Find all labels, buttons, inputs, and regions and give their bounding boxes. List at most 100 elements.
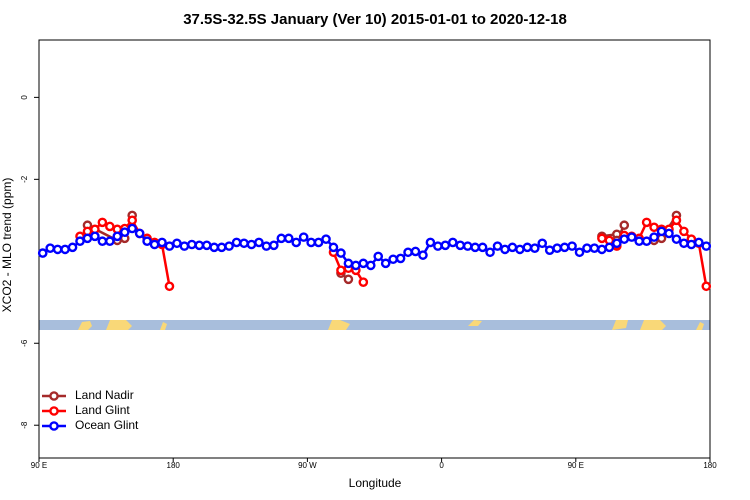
data-point	[358, 258, 369, 269]
data-point	[447, 237, 458, 248]
chart-title: 37.5S-32.5S January (Ver 10) 2015-01-01 …	[183, 11, 567, 28]
legend-label: Land Nadir	[75, 388, 134, 402]
data-point	[164, 281, 175, 292]
data-point	[701, 241, 712, 251]
data-point	[134, 228, 145, 239]
data-point	[164, 241, 175, 251]
data-point	[679, 226, 689, 237]
data-point	[500, 244, 510, 255]
data-point	[664, 228, 674, 239]
data-point	[671, 215, 682, 226]
data-point	[649, 222, 659, 233]
data-point	[142, 236, 152, 247]
x-tick-label: 180	[703, 461, 717, 470]
data-point	[597, 233, 607, 244]
data-point	[433, 241, 443, 251]
y-tick-label: -6	[20, 339, 29, 347]
data-point	[507, 242, 518, 253]
data-point	[283, 233, 294, 244]
legend-label: Land Glint	[75, 403, 130, 417]
data-point	[470, 242, 480, 253]
data-point	[619, 234, 630, 244]
data-point	[634, 236, 644, 247]
data-point	[336, 265, 346, 276]
data-point	[149, 239, 160, 250]
data-point	[179, 241, 190, 251]
data-point	[701, 281, 712, 292]
map-strip	[39, 320, 710, 330]
legend-marker	[49, 406, 59, 416]
data-point	[52, 244, 63, 255]
data-point	[291, 237, 302, 248]
data-point	[313, 237, 324, 248]
x-tick-label: 90 W	[298, 461, 317, 470]
data-point	[694, 237, 704, 248]
x-tick-label: 0	[439, 461, 444, 470]
data-point	[351, 260, 361, 271]
data-point	[172, 238, 182, 249]
data-point	[537, 238, 548, 249]
data-point	[127, 215, 137, 226]
x-tick-label: 90 E	[31, 461, 47, 470]
data-point	[298, 232, 309, 242]
data-point	[626, 232, 637, 242]
data-point	[418, 250, 428, 260]
data-point	[574, 247, 585, 258]
data-point	[425, 237, 436, 248]
data-point	[552, 243, 562, 253]
data-point	[239, 238, 249, 249]
legend-marker	[49, 421, 59, 431]
data-point	[209, 242, 220, 253]
y-tick-label: -2	[20, 175, 29, 183]
data-point	[224, 241, 234, 251]
data-point	[45, 243, 55, 253]
data-point	[544, 245, 555, 256]
data-point	[328, 242, 339, 253]
data-point	[671, 234, 682, 244]
data-point	[105, 221, 115, 232]
data-point	[373, 251, 384, 262]
data-point	[343, 274, 354, 285]
y-tick-label: -8	[20, 421, 29, 429]
x-axis-label: Longitude	[349, 476, 402, 490]
data-point	[455, 240, 466, 251]
data-point	[380, 258, 391, 269]
data-point	[567, 241, 577, 251]
data-point	[254, 237, 264, 248]
data-point	[641, 217, 652, 228]
data-point	[336, 248, 346, 258]
data-point	[529, 243, 540, 253]
data-point	[261, 241, 272, 251]
data-point	[119, 227, 130, 237]
data-point	[559, 242, 570, 253]
data-point	[105, 236, 115, 247]
x-tick-label: 180	[167, 461, 181, 470]
data-point	[612, 238, 622, 249]
y-tick-label: 0	[20, 95, 29, 100]
data-point	[410, 246, 421, 257]
data-point	[157, 237, 167, 248]
data-point	[641, 236, 652, 247]
data-point	[112, 231, 123, 242]
data-point	[522, 242, 533, 253]
data-point	[187, 239, 197, 250]
data-point	[388, 254, 398, 265]
data-point	[440, 240, 451, 251]
data-point	[216, 242, 227, 253]
data-point	[485, 247, 495, 258]
data-point	[582, 243, 592, 253]
series	[75, 215, 712, 292]
data-point	[321, 234, 331, 244]
data-point	[656, 226, 667, 237]
data-point	[477, 242, 488, 253]
data-point	[358, 277, 369, 287]
data-point	[462, 241, 473, 251]
data-point	[604, 242, 615, 253]
series	[37, 223, 712, 271]
data-point	[619, 220, 630, 231]
data-point	[597, 244, 607, 255]
data-point	[60, 244, 70, 255]
data-point	[194, 240, 205, 251]
